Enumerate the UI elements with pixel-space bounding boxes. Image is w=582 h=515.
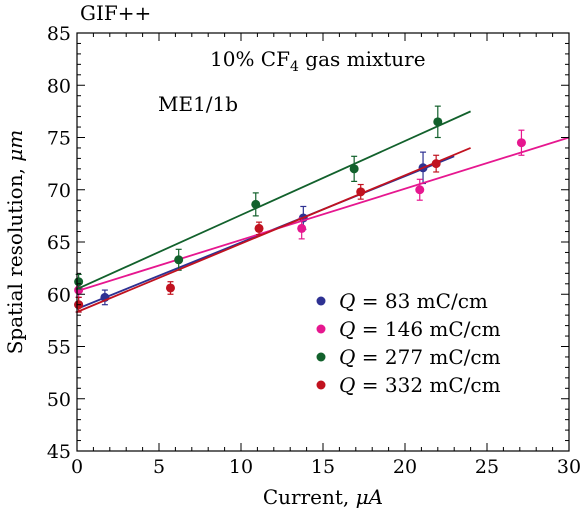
x-tick-label: 25 — [475, 456, 499, 478]
data-point — [431, 159, 441, 169]
legend-marker-q146 — [316, 324, 326, 334]
y-axis-label: Spatial resolution, μm — [3, 130, 27, 355]
fit-line — [76, 136, 570, 292]
x-tick-label: 15 — [311, 456, 335, 478]
y-tick-label: 70 — [47, 180, 71, 202]
series-2 — [74, 105, 471, 290]
legend-label-q83: Q = 83 mC/cm — [339, 289, 488, 313]
data-point — [433, 117, 443, 127]
legend-label-q332: Q = 332 mC/cm — [339, 373, 501, 397]
x-axis-label: Current, μA — [263, 485, 383, 509]
legend: Q = 83 mC/cm Q = 146 mC/cm Q = 277 mC/cm… — [316, 289, 501, 397]
legend-marker-q332 — [316, 380, 326, 390]
data-point — [74, 277, 84, 287]
legend-marker-q277 — [316, 352, 326, 362]
x-tick-label: 20 — [393, 456, 417, 478]
y-tick-label: 50 — [47, 389, 71, 411]
data-point — [415, 185, 425, 195]
legend-label-q277: Q = 277 mC/cm — [339, 345, 501, 369]
series-3 — [74, 147, 471, 313]
legend-item-q83: Q = 83 mC/cm — [316, 289, 488, 313]
y-tick-label: 65 — [47, 232, 71, 254]
y-tick-label: 45 — [47, 441, 71, 463]
legend-item-q277: Q = 277 mC/cm — [316, 345, 501, 369]
legend-item-q146: Q = 146 mC/cm — [316, 317, 501, 341]
data-point — [174, 255, 184, 265]
y-tick-label: 80 — [47, 75, 71, 97]
plot-area — [74, 105, 570, 313]
y-tick-label: 75 — [47, 128, 71, 150]
y-tick-label: 60 — [47, 284, 71, 306]
x-tick-label: 5 — [153, 456, 165, 478]
x-tick-label: 0 — [71, 456, 83, 478]
series-1 — [74, 129, 570, 298]
axis-ticks: 0 5 10 15 20 25 30 45 50 55 60 65 70 75 80 85 — [47, 23, 581, 478]
data-point — [251, 199, 261, 209]
data-point — [349, 164, 359, 174]
data-point — [297, 223, 307, 233]
data-point — [254, 223, 264, 233]
annotation-gas-mixture: 10% CF4 gas mixture — [210, 47, 426, 75]
x-tick-label: 10 — [229, 456, 253, 478]
legend-marker-q83 — [316, 296, 326, 306]
legend-item-q332: Q = 332 mC/cm — [316, 373, 501, 397]
data-point — [516, 138, 526, 148]
y-tick-label: 55 — [47, 337, 71, 359]
annotation-chamber: ME1/1b — [158, 92, 238, 116]
data-point — [165, 283, 175, 293]
legend-label-q146: Q = 146 mC/cm — [339, 317, 501, 341]
x-tick-label: 30 — [557, 456, 581, 478]
corner-label: GIF++ — [80, 1, 151, 25]
data-point — [356, 187, 366, 197]
fit-line — [76, 110, 471, 290]
y-tick-label: 85 — [47, 23, 71, 45]
fit-line — [76, 147, 471, 313]
